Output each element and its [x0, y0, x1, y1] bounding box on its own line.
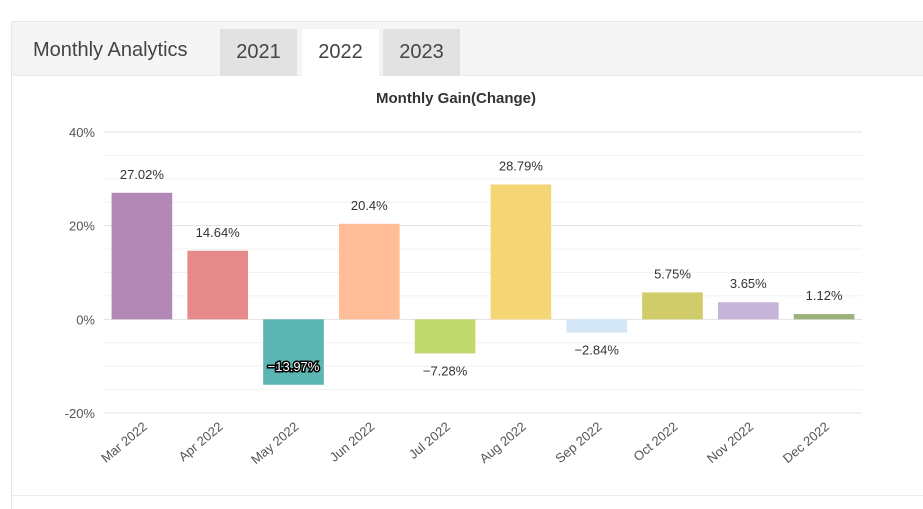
y-tick-label: 0%	[76, 312, 95, 327]
data-label: 14.64%	[196, 225, 241, 240]
x-tick-label: May 2022	[248, 419, 301, 467]
chart-title: Monthly Gain(Change)	[376, 90, 536, 107]
bar-oct-2022	[642, 292, 703, 320]
x-tick-label: Mar 2022	[98, 419, 150, 466]
x-tick-label: Sep 2022	[552, 419, 604, 466]
data-label: 1.12%	[806, 288, 843, 303]
tab-2022[interactable]: 2022	[302, 29, 379, 76]
bar-may-2022	[263, 319, 324, 385]
bar-sep-2022	[566, 319, 628, 333]
bar-mar-2022	[111, 192, 173, 320]
x-tick-label: Aug 2022	[477, 419, 529, 466]
card-title: Monthly Analytics	[33, 39, 188, 61]
x-tick-label: Dec 2022	[780, 419, 832, 466]
chart-bars	[111, 184, 855, 385]
y-tick-label: 20%	[69, 219, 95, 234]
chart-data-labels: 27.02% 14.64% −13.97% 20.4% −7.28% 28.79% −2.8…	[120, 159, 843, 379]
x-tick-label: Oct 2022	[630, 419, 680, 464]
data-label: 3.65%	[730, 276, 767, 291]
tab-2021[interactable]: 2021	[220, 29, 297, 76]
chart-grid	[104, 131, 862, 414]
y-axis-ticks: 40% 20% 0% -20%	[65, 125, 96, 421]
y-tick-label: -20%	[65, 406, 96, 421]
bar-jun-2022	[338, 223, 400, 320]
x-tick-label: Apr 2022	[176, 419, 226, 464]
x-axis-ticks: Mar 2022 Apr 2022 May 2022 Jun 2022 Jul 2022…	[98, 419, 832, 467]
data-label: 20.4%	[351, 198, 388, 213]
data-label: −13.97%	[268, 359, 320, 374]
bar-dec-2022	[793, 314, 855, 320]
data-label: −2.84%	[574, 343, 619, 358]
data-label: 5.75%	[654, 266, 691, 281]
bar-apr-2022	[187, 250, 249, 320]
data-label: 27.02%	[120, 167, 165, 182]
data-label: 28.79%	[499, 159, 544, 174]
card-header: Monthly Analytics 2021 2022 2023	[12, 22, 923, 76]
bar-jul-2022	[414, 319, 476, 354]
card-footer-divider	[12, 495, 923, 496]
bar-aug-2022	[490, 184, 552, 320]
x-tick-label: Jun 2022	[327, 419, 378, 465]
y-tick-label: 40%	[69, 125, 95, 140]
data-label: −7.28%	[423, 363, 468, 378]
tab-2023[interactable]: 2023	[383, 29, 460, 76]
bar-nov-2022	[717, 302, 779, 320]
x-tick-label: Jul 2022	[406, 419, 453, 462]
x-tick-label: Nov 2022	[704, 419, 756, 466]
